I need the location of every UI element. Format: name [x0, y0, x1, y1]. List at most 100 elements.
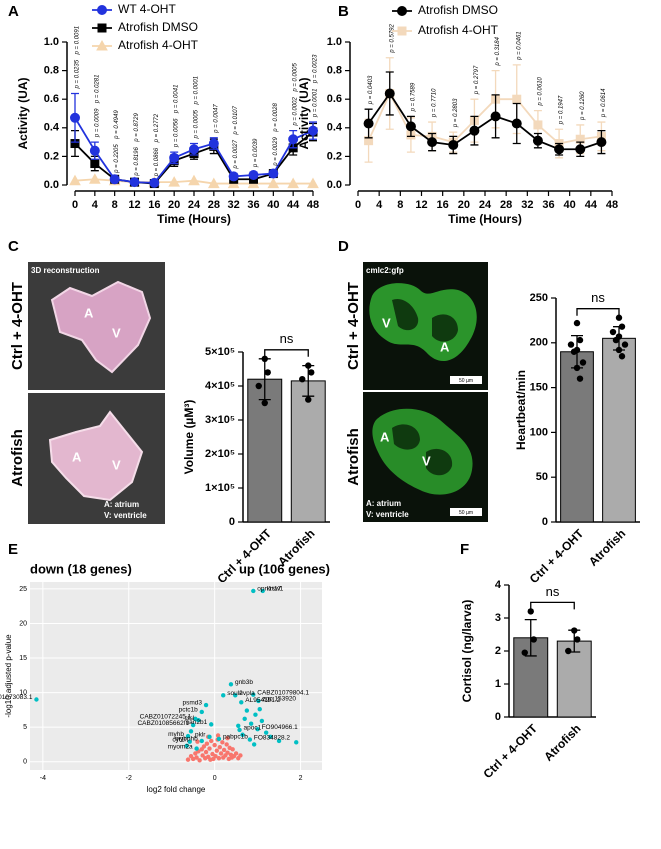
- data-point: [299, 376, 306, 383]
- marker: [532, 135, 543, 146]
- x-tick-label: 12: [415, 199, 427, 211]
- data-point: [276, 738, 282, 744]
- p-value-annotation: p = 0.0461: [516, 31, 522, 61]
- x-tick-label: 28: [500, 199, 512, 211]
- marker: [89, 145, 100, 156]
- data-point: [248, 721, 254, 726]
- x-tick-label: 8: [112, 199, 118, 211]
- data-point: [237, 727, 242, 733]
- y-tick-label: 0.4: [44, 122, 60, 134]
- image-mark: V: [422, 453, 431, 468]
- data-point: [216, 756, 222, 761]
- gene-label: ctsl: [185, 715, 195, 722]
- image-title: 3D reconstruction: [31, 266, 100, 275]
- subtitle-right: up (106 genes): [239, 561, 330, 576]
- image-panel-d: cmlc2:gfp V A A V A: atrium V: ventricle…: [345, 262, 488, 522]
- panel-letter: C: [8, 238, 19, 255]
- image-mark: A: [380, 429, 390, 444]
- series-line: [367, 91, 602, 145]
- gene-label: krt17: [267, 586, 282, 593]
- data-point: [264, 369, 271, 376]
- data-point: [213, 753, 218, 759]
- data-point: [195, 739, 200, 744]
- data-point: [257, 706, 262, 712]
- scale-bar-label: 50 µm: [459, 510, 473, 516]
- y-tick-label: 3×10⁵: [205, 414, 235, 426]
- data-point: [253, 712, 258, 717]
- p-value-annotation: p = 0.0005: [194, 109, 200, 139]
- panel-letter: E: [8, 541, 18, 558]
- p-value-annotation: p = 0.0107: [233, 105, 239, 135]
- p-value-annotation: p = 0.3184: [495, 36, 501, 66]
- bar: [556, 640, 592, 718]
- p-value-annotation: p = 0.0091: [75, 26, 81, 56]
- panel-letter: A: [8, 3, 19, 20]
- data-point: [247, 737, 253, 742]
- x-tick-label: 48: [606, 199, 618, 211]
- x-tick-label: 16: [148, 199, 160, 211]
- scale-bar-label: 50 µm: [459, 378, 473, 384]
- y-axis-label: Cortisol (ng/larva): [460, 600, 474, 703]
- y-axis-label: Activity (UA): [297, 77, 311, 149]
- data-point: [618, 323, 626, 330]
- y-tick-label: 0.8: [327, 65, 342, 77]
- data-point: [565, 647, 572, 655]
- legend-label: WT 4-OHT: [118, 2, 176, 16]
- p-value-annotation: p = 0.1947: [559, 95, 565, 125]
- data-point: [228, 682, 234, 687]
- scale-bar: [450, 376, 482, 384]
- marker: [96, 39, 108, 51]
- p-value-annotation: p = 0.0610: [537, 76, 543, 106]
- data-point: [34, 697, 39, 702]
- data-point: [185, 757, 191, 762]
- row-label: Ctrl + 4-OHT: [9, 282, 26, 370]
- data-point: [207, 746, 212, 751]
- y-tick-label: 2: [495, 645, 501, 657]
- y-tick-label: 0: [542, 516, 548, 528]
- image-legend: V: ventricle: [366, 510, 409, 519]
- x-tick-label: 36: [247, 199, 259, 211]
- marker: [88, 173, 101, 184]
- marker: [208, 138, 219, 149]
- marker: [267, 177, 280, 189]
- bar: [290, 380, 326, 523]
- x-tick-label: 32: [228, 199, 240, 211]
- row-label: Ctrl + 4-OHT: [345, 282, 362, 370]
- marker: [397, 26, 407, 36]
- marker: [554, 144, 565, 155]
- marker: [288, 134, 299, 145]
- plot-background: [30, 582, 322, 770]
- p-value-annotation: p = 0.0005: [293, 62, 299, 92]
- data-point: [255, 382, 262, 390]
- row-label: Atrofish: [345, 428, 362, 486]
- marker: [207, 177, 220, 189]
- data-point: [268, 734, 273, 740]
- y-tick-label: 3: [495, 612, 501, 624]
- x-tick-label: 0: [72, 199, 78, 211]
- data-point: [209, 738, 214, 744]
- marker: [363, 118, 374, 129]
- y-tick-label: 0: [229, 516, 235, 528]
- data-point: [240, 732, 245, 737]
- data-point: [230, 747, 235, 752]
- data-point: [187, 739, 192, 744]
- data-point: [618, 353, 626, 360]
- p-value-annotation: p = 0.0001: [313, 89, 319, 119]
- p-value-annotation: p = 0.2803: [453, 98, 459, 128]
- gene-label: pabpc1b: [223, 734, 248, 741]
- data-point: [194, 755, 199, 760]
- significance-label: ns: [591, 290, 605, 305]
- marker: [69, 174, 81, 186]
- data-point: [196, 718, 201, 723]
- x-tick-label: 40: [267, 199, 279, 211]
- data-point: [251, 588, 256, 594]
- heart-shape: [392, 424, 453, 476]
- x-tick-label: 24: [479, 199, 492, 211]
- x-tick-label: 4: [92, 199, 99, 211]
- data-point: [615, 314, 623, 321]
- data-point: [621, 341, 629, 348]
- y-tick-label: 25: [19, 586, 27, 593]
- image-mark: V: [112, 325, 121, 340]
- y-tick-label: 5: [23, 724, 27, 731]
- row-label: Atrofish: [9, 429, 26, 487]
